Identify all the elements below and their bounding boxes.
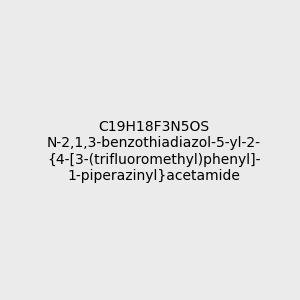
Text: C19H18F3N5OS
N-2,1,3-benzothiadiazol-5-yl-2-
{4-[3-(trifluoromethyl)phenyl]-
1-p: C19H18F3N5OS N-2,1,3-benzothiadiazol-5-y…: [47, 120, 261, 183]
